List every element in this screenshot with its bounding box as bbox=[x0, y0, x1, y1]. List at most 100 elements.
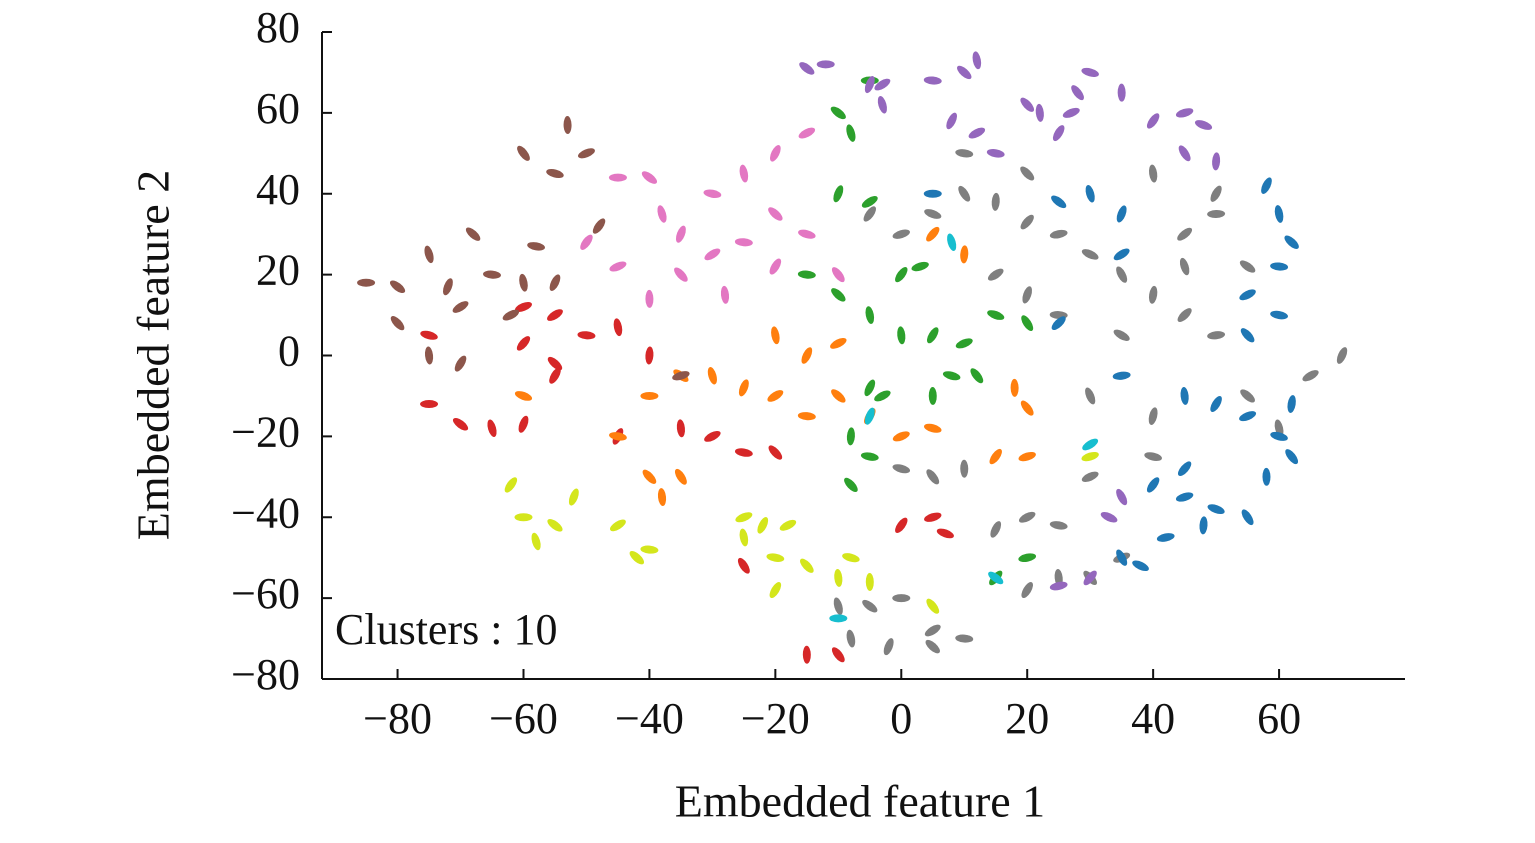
point bbox=[1177, 308, 1192, 322]
point bbox=[640, 391, 659, 400]
point bbox=[833, 597, 843, 615]
point bbox=[757, 517, 769, 534]
point bbox=[1010, 378, 1019, 397]
point bbox=[924, 423, 942, 433]
point bbox=[936, 528, 954, 539]
point bbox=[1210, 396, 1222, 413]
point bbox=[1156, 533, 1175, 542]
point bbox=[735, 512, 753, 523]
point bbox=[831, 267, 845, 283]
point bbox=[1270, 310, 1288, 320]
point bbox=[675, 225, 686, 243]
point bbox=[831, 647, 845, 663]
point bbox=[924, 209, 942, 219]
point bbox=[798, 127, 816, 139]
point bbox=[1336, 347, 1348, 364]
point bbox=[874, 78, 891, 91]
point bbox=[946, 112, 957, 130]
point bbox=[613, 318, 623, 337]
point bbox=[1018, 511, 1036, 523]
point bbox=[1179, 257, 1190, 276]
point bbox=[1021, 315, 1034, 332]
y-tick-label: 40 bbox=[256, 165, 300, 214]
point bbox=[734, 448, 753, 457]
point bbox=[947, 233, 957, 251]
point bbox=[608, 173, 627, 182]
point bbox=[1081, 249, 1099, 260]
point bbox=[514, 513, 533, 522]
point bbox=[483, 270, 501, 279]
point bbox=[504, 477, 518, 493]
y-tick-label: 0 bbox=[278, 327, 300, 376]
x-tick-label: −40 bbox=[615, 694, 684, 743]
point bbox=[1020, 214, 1034, 230]
point bbox=[1021, 582, 1033, 599]
x-tick-label: 20 bbox=[1005, 694, 1049, 743]
point bbox=[1175, 108, 1194, 118]
point bbox=[925, 639, 940, 654]
point bbox=[1020, 97, 1035, 112]
point bbox=[1051, 316, 1066, 331]
point bbox=[834, 568, 843, 587]
point bbox=[955, 149, 974, 158]
point bbox=[657, 488, 667, 506]
point bbox=[1285, 449, 1299, 465]
point bbox=[1261, 177, 1272, 194]
point bbox=[442, 278, 453, 296]
x-tick-label: 0 bbox=[890, 694, 912, 743]
point bbox=[968, 127, 986, 139]
point bbox=[897, 326, 906, 345]
point bbox=[1052, 125, 1065, 142]
point bbox=[987, 310, 1005, 320]
point bbox=[704, 248, 721, 261]
point bbox=[609, 261, 627, 272]
point bbox=[1020, 400, 1034, 416]
point bbox=[577, 331, 596, 340]
point bbox=[674, 468, 687, 485]
point bbox=[452, 417, 469, 431]
point bbox=[861, 195, 878, 208]
y-tick-label: −20 bbox=[231, 407, 300, 456]
point bbox=[833, 185, 844, 203]
point bbox=[1071, 85, 1084, 101]
point bbox=[797, 412, 816, 421]
point bbox=[1113, 248, 1130, 261]
point bbox=[1270, 262, 1289, 271]
point bbox=[779, 519, 797, 531]
point bbox=[642, 469, 657, 484]
point bbox=[390, 316, 405, 331]
point bbox=[802, 645, 811, 664]
point bbox=[846, 427, 855, 446]
point bbox=[1148, 285, 1158, 304]
point bbox=[842, 553, 860, 563]
point bbox=[942, 371, 961, 381]
point bbox=[877, 96, 887, 114]
point bbox=[924, 512, 942, 522]
point bbox=[771, 326, 780, 345]
point bbox=[519, 273, 528, 292]
point bbox=[577, 148, 595, 159]
point bbox=[580, 234, 593, 250]
point bbox=[860, 452, 879, 461]
point bbox=[1241, 509, 1254, 526]
point bbox=[831, 288, 846, 302]
point bbox=[1081, 67, 1099, 77]
point bbox=[657, 205, 667, 223]
point bbox=[926, 469, 940, 485]
x-tick-label: −60 bbox=[489, 694, 558, 743]
point bbox=[829, 614, 848, 623]
point bbox=[769, 582, 782, 599]
point bbox=[1116, 205, 1127, 223]
point bbox=[672, 371, 690, 381]
point bbox=[970, 368, 984, 384]
point bbox=[1284, 235, 1299, 249]
point bbox=[928, 386, 937, 405]
point bbox=[1081, 451, 1099, 462]
point bbox=[454, 355, 467, 372]
point bbox=[986, 149, 1005, 158]
x-tick-label: −80 bbox=[363, 694, 432, 743]
point bbox=[924, 624, 941, 637]
point bbox=[1022, 286, 1032, 304]
point bbox=[1148, 164, 1158, 183]
point bbox=[892, 229, 910, 239]
